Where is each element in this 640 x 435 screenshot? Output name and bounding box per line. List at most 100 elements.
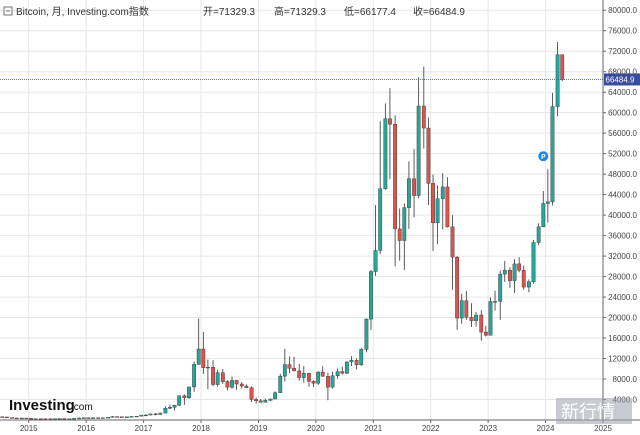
candle[interactable] [86,417,91,419]
candle[interactable] [536,223,541,246]
candle[interactable] [393,115,398,267]
candle[interactable] [77,417,82,420]
candle[interactable] [10,417,14,419]
candle[interactable] [297,363,302,381]
candle[interactable] [301,366,306,383]
candle[interactable] [62,418,67,420]
candle[interactable] [388,88,392,180]
candle[interactable] [38,418,43,420]
candle[interactable] [187,386,191,399]
candle[interactable] [340,366,345,375]
candle[interactable] [450,215,455,290]
candle[interactable] [498,270,503,320]
candle[interactable] [196,318,201,365]
candle[interactable] [172,405,177,411]
candle[interactable] [508,267,512,288]
candle[interactable] [349,356,354,366]
candle[interactable] [163,406,168,414]
candle[interactable] [354,358,359,370]
candle[interactable] [455,256,460,330]
candle[interactable] [57,418,62,420]
candle[interactable] [96,417,101,419]
candle[interactable] [364,318,369,353]
candle[interactable] [406,161,411,229]
candle[interactable] [53,418,58,420]
candle[interactable] [330,371,335,389]
candle[interactable] [431,174,435,251]
candle[interactable] [474,312,478,327]
candle[interactable] [369,269,373,330]
candle[interactable] [125,416,129,418]
candle[interactable] [29,418,33,420]
candle[interactable] [531,239,536,284]
candle[interactable] [239,382,244,389]
candle[interactable] [311,380,316,387]
candle[interactable] [527,279,531,293]
candle[interactable] [234,380,239,390]
candle[interactable] [335,368,340,379]
candle[interactable] [278,373,283,393]
candle[interactable] [555,42,560,117]
candle[interactable] [464,290,469,320]
candle[interactable] [134,415,139,418]
candle[interactable] [282,348,287,382]
candle[interactable] [344,361,349,375]
candle[interactable] [72,418,76,420]
candle[interactable] [205,359,210,390]
candle[interactable] [326,372,330,401]
candle[interactable] [67,418,72,420]
candle[interactable] [445,177,450,228]
candle[interactable] [254,397,259,404]
candle[interactable] [440,173,445,230]
candle[interactable] [33,418,38,420]
candle[interactable] [412,149,416,218]
candle[interactable] [153,413,158,416]
candle[interactable] [81,417,86,419]
candle[interactable] [106,417,110,419]
candle[interactable] [177,395,182,407]
candle[interactable] [225,380,230,391]
candle[interactable] [249,386,254,403]
candle[interactable] [502,260,507,282]
candle[interactable] [91,417,95,419]
candle[interactable] [244,384,249,389]
candle[interactable] [48,418,53,420]
candle[interactable] [421,66,426,149]
candle[interactable] [139,414,144,417]
candle[interactable] [110,416,115,418]
candle[interactable] [263,398,268,403]
candle[interactable] [148,413,153,416]
p-event-icon[interactable]: P [538,151,549,162]
candle[interactable] [469,303,474,328]
candle[interactable] [426,117,431,205]
candle[interactable] [292,357,296,372]
candle[interactable] [43,418,48,420]
candle[interactable] [416,77,421,199]
candle[interactable] [215,369,220,387]
candle[interactable] [550,92,555,206]
candle[interactable] [4,416,9,418]
candle[interactable] [512,259,517,293]
candle[interactable] [201,331,206,374]
candle[interactable] [230,376,234,389]
candle[interactable] [493,290,497,311]
candle[interactable] [397,208,402,261]
candle[interactable] [24,417,29,420]
candle[interactable] [168,404,172,410]
candle[interactable] [435,185,440,245]
candle[interactable] [14,417,19,420]
candle[interactable] [459,293,464,324]
candle[interactable] [287,356,292,374]
candle[interactable] [158,412,163,415]
candle[interactable] [220,369,225,384]
candle[interactable] [0,416,5,418]
candle[interactable] [100,417,105,419]
candle[interactable] [182,394,187,405]
candle[interactable] [129,416,134,418]
candle[interactable] [258,399,263,403]
candle[interactable] [316,371,321,385]
candle[interactable] [541,191,546,228]
candle[interactable] [268,398,273,402]
